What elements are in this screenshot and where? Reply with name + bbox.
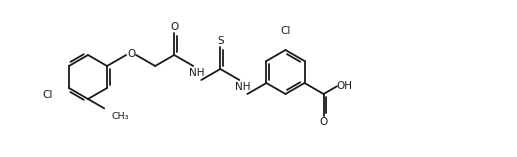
Text: CH₃: CH₃ — [111, 112, 129, 121]
Text: Cl: Cl — [280, 26, 291, 36]
Text: Cl: Cl — [42, 90, 53, 100]
Text: NH: NH — [235, 82, 250, 92]
Text: S: S — [217, 36, 224, 46]
Text: O: O — [127, 49, 135, 59]
Text: OH: OH — [336, 81, 352, 91]
Text: NH: NH — [189, 68, 204, 78]
Text: O: O — [320, 117, 328, 127]
Text: O: O — [170, 22, 178, 32]
